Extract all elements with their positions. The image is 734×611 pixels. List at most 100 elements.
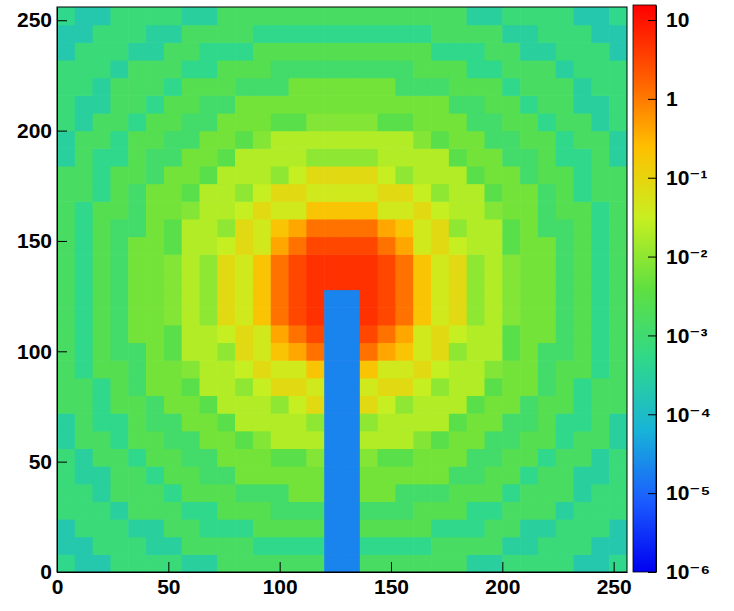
tick-mark: [280, 562, 281, 572]
cell: [485, 519, 503, 537]
cell: [146, 519, 164, 537]
cell: [609, 201, 627, 219]
tick: 250: [17, 8, 67, 31]
cell: [57, 272, 75, 290]
cell: [271, 95, 289, 113]
cell: [146, 272, 164, 290]
cell: [538, 342, 556, 360]
cell: [449, 78, 467, 96]
cell: [306, 360, 324, 378]
cell: [538, 378, 556, 396]
cell: [520, 448, 538, 466]
cell: [520, 25, 538, 43]
cell: [306, 519, 324, 537]
cell: [110, 78, 128, 96]
cell: [289, 519, 307, 537]
cell: [128, 25, 146, 43]
cell: [57, 466, 75, 484]
cell: [556, 501, 574, 519]
axis-line: [57, 8, 58, 573]
cell: [253, 237, 271, 255]
cell: [306, 113, 324, 131]
cell: [93, 272, 111, 290]
cell: [485, 148, 503, 166]
cell: [591, 484, 609, 502]
cell: [591, 201, 609, 219]
tick-mark: [648, 178, 656, 179]
cell: [57, 25, 75, 43]
cell: [75, 148, 93, 166]
cell: [289, 360, 307, 378]
cell: [574, 360, 592, 378]
cell: [235, 113, 253, 131]
cell: [502, 484, 520, 502]
cell: [574, 237, 592, 255]
cell: [182, 290, 200, 308]
cell: [271, 448, 289, 466]
cell: [556, 307, 574, 325]
cell: [360, 554, 378, 572]
cell: [574, 131, 592, 149]
cell: [200, 272, 218, 290]
cell: [502, 342, 520, 360]
cell: [217, 60, 235, 78]
cell: [182, 448, 200, 466]
cell: [378, 237, 396, 255]
cell: [253, 307, 271, 325]
cell: [556, 95, 574, 113]
cell: [271, 272, 289, 290]
cell: [556, 219, 574, 237]
cell: [431, 131, 449, 149]
cell: [306, 325, 324, 343]
cell: [609, 7, 627, 25]
cell: [93, 254, 111, 272]
tick: 50: [157, 562, 180, 598]
cell: [485, 360, 503, 378]
cell: [342, 148, 360, 166]
cell: [289, 431, 307, 449]
cell: [591, 184, 609, 202]
cell: [609, 519, 627, 537]
cell: [289, 60, 307, 78]
cell: [235, 395, 253, 413]
cell: [57, 448, 75, 466]
cell: [574, 413, 592, 431]
cell: [609, 431, 627, 449]
cell: [538, 272, 556, 290]
cell: [306, 307, 324, 325]
tick-mark: [57, 131, 67, 132]
cell: [538, 201, 556, 219]
cell: [324, 113, 342, 131]
cell: [520, 42, 538, 60]
cell: [431, 25, 449, 43]
cell: [110, 237, 128, 255]
cell: [449, 378, 467, 396]
cell: [271, 148, 289, 166]
cell: [93, 537, 111, 555]
cell: [431, 290, 449, 308]
cell: [182, 360, 200, 378]
cell: [378, 537, 396, 555]
cell: [591, 378, 609, 396]
tick-label: 200: [485, 575, 520, 598]
cell: [591, 219, 609, 237]
cell: [574, 378, 592, 396]
cell: [342, 131, 360, 149]
cell: [413, 272, 431, 290]
cell: [609, 148, 627, 166]
cell: [413, 537, 431, 555]
tick-label: 10: [666, 8, 689, 31]
cell: [520, 201, 538, 219]
cell: [93, 484, 111, 502]
cell: [431, 501, 449, 519]
cell: [93, 413, 111, 431]
cell: [556, 519, 574, 537]
cell: [217, 237, 235, 255]
cell: [110, 501, 128, 519]
cell: [520, 60, 538, 78]
cell: [467, 60, 485, 78]
cell: [200, 395, 218, 413]
cell: [289, 42, 307, 60]
cell: [395, 378, 413, 396]
cell: [395, 360, 413, 378]
